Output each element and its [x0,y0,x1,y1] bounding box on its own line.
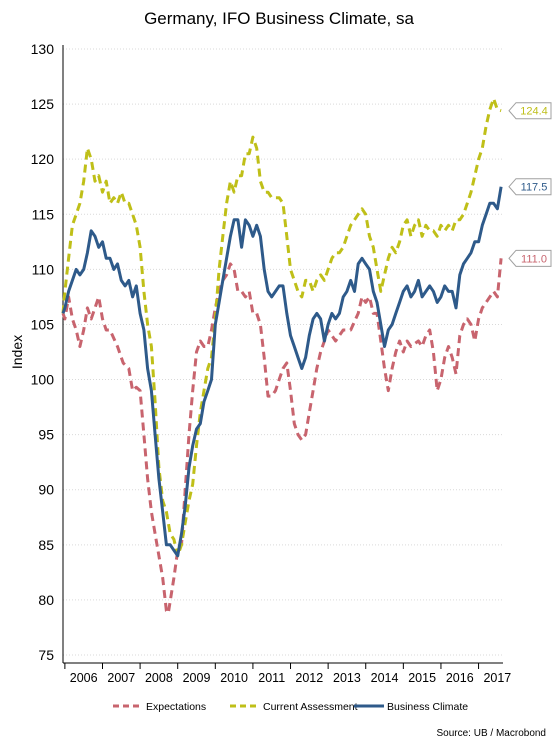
end-label-current-assessment: 124.4 [508,102,552,120]
legend-label: Expectations [146,701,206,713]
series-line-business-climate [61,186,503,558]
x-tick-label: 2012 [295,671,323,685]
x-tick-label: 2013 [333,671,361,685]
y-axis-label: Index [9,335,25,369]
y-tick-label: 120 [31,151,55,167]
x-tick-label: 2006 [70,671,98,685]
chart-title: Germany, IFO Business Climate, sa [144,9,414,28]
end-label-text: 117.5 [521,182,548,194]
y-tick-label: 85 [38,537,54,553]
legend-label: Business Climate [387,701,468,713]
legend-item-business-climate: Business Climate [354,701,468,713]
y-tick-label: 95 [38,427,54,443]
end-label-text: 111.0 [521,253,547,265]
series-line-expectations [61,258,503,615]
legend: Expectations Current Assessment Business C… [113,701,468,713]
x-tick-label: 2009 [183,671,211,685]
series-line-current-assessment [61,97,502,558]
end-label-business-climate: 117.5 [508,178,552,196]
x-tick-label: 2015 [408,671,436,685]
x-tick-label: 2008 [145,671,173,685]
gridlines [63,48,503,656]
end-label-box [508,178,552,196]
x-tick-label: 2014 [371,671,399,685]
y-tick-label: 80 [38,592,54,608]
legend-item-current-assessment: Current Assessment [230,701,358,713]
y-tick-label: 100 [31,372,55,388]
y-tick-label: 105 [31,316,55,332]
y-tick-label: 75 [38,647,54,663]
x-tick-label: 2010 [220,671,248,685]
x-axis: 2006 2007 2008 2009 2010 2011 2012 2013 2014 2015… [62,45,511,685]
end-label-text: 124.4 [520,106,548,118]
y-tick-label: 110 [32,261,55,277]
legend-item-expectations: Expectations [113,701,206,713]
y-tick-label: 125 [31,96,55,112]
x-tick-label: 2017 [483,671,511,685]
x-tick-label: 2016 [446,671,474,685]
y-tick-label: 130 [31,41,55,57]
y-axis-ticks: 75 80 85 90 95 100 105 110 115 120 125 130 [31,41,55,663]
x-tick-label: 2007 [107,671,135,685]
y-tick-label: 90 [38,482,54,498]
legend-label: Current Assessment [263,701,358,713]
y-tick-label: 115 [32,206,55,222]
end-labels: 111.0 124.4 117.5 [508,102,552,267]
source-note: Source: UB / Macrobond [437,728,547,739]
series-lines [61,97,503,615]
end-label-expectations: 111.0 [508,249,552,267]
end-label-box [508,249,552,267]
x-tick-label: 2011 [258,671,285,685]
end-label-box [508,102,552,120]
